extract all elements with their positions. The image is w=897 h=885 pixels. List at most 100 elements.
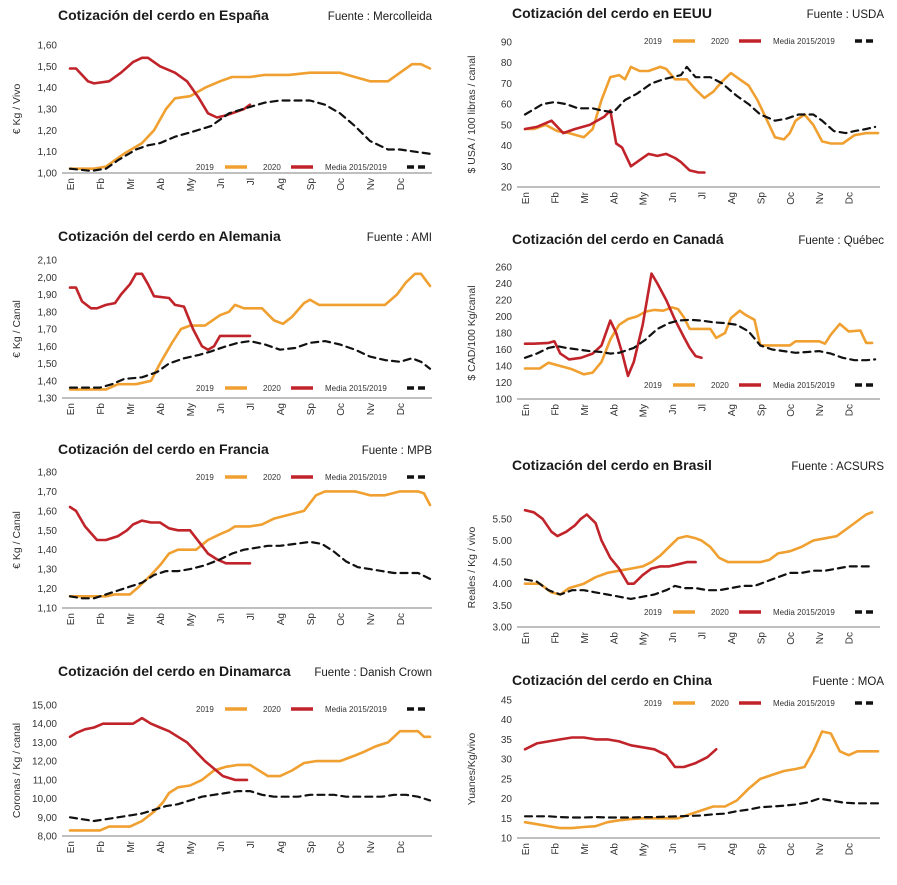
x-tick-label: Jn [216, 178, 227, 189]
y-axis-label: € Kg / Canal [11, 300, 23, 358]
x-tick-label: Nv [366, 403, 377, 415]
y-tick-label: 9,00 [38, 813, 58, 824]
y-tick-label: 160 [495, 345, 512, 356]
x-tick-label: Sp [306, 178, 317, 191]
x-tick-label: Jl [698, 192, 709, 199]
y-tick-label: 45 [501, 696, 513, 707]
series-line-y2019 [68, 729, 432, 832]
x-tick-label: Ab [156, 403, 167, 416]
x-tick-label: En [66, 613, 77, 625]
chart-panel: Cotización del cerdo en Alemania Fuente :… [11, 228, 432, 416]
legend-label: 2019 [196, 163, 214, 172]
x-tick-label: My [639, 843, 650, 856]
series-line-y2019 [523, 510, 874, 596]
y-tick-label: 1,80 [38, 468, 58, 479]
legend-label: Media 2015/2019 [325, 163, 387, 172]
y-tick-label: 30 [501, 755, 513, 766]
y-tick-label: 14,00 [32, 719, 57, 730]
x-tick-label: Ag [727, 843, 738, 855]
legend-label: 2020 [711, 699, 729, 708]
y-tick-label: 2,00 [38, 273, 58, 284]
x-tick-label: My [186, 841, 197, 854]
y-tick-label: 1,20 [38, 584, 58, 595]
series-line-y2019 [68, 272, 432, 391]
chart-source: Fuente : Danish Crown [314, 667, 432, 679]
x-tick-label: Oc [336, 178, 347, 191]
x-tick-label: Jl [246, 178, 257, 185]
series-line-media [68, 99, 432, 172]
y-tick-label: 4.00 [493, 579, 513, 590]
x-tick-label: My [639, 404, 650, 417]
y-tick-label: 100 [495, 395, 512, 406]
x-tick-label: Fb [550, 192, 561, 204]
x-tick-label: Jn [668, 632, 679, 643]
y-tick-label: 1,20 [38, 126, 58, 137]
x-tick-label: Fb [96, 613, 107, 625]
legend-label: 2019 [644, 381, 662, 390]
chart-title: Cotización del cerdo en España [58, 7, 269, 23]
chart-panel: Cotización del cerdo en España Fuente : M… [11, 7, 433, 191]
y-tick-label: 1,80 [38, 307, 58, 318]
x-tick-label: Nv [366, 178, 377, 190]
series-line-y2020 [68, 56, 252, 119]
x-tick-label: Mr [580, 631, 591, 643]
x-tick-label: Mr [580, 191, 591, 203]
y-axis-label: € Kg / Vivo [11, 84, 23, 135]
x-tick-label: Mr [126, 402, 137, 414]
y-tick-label: 1,10 [38, 604, 58, 615]
chart-panel: Cotización del cerdo en Brasil Fuente : A… [466, 457, 884, 645]
chart-source: Fuente : Mercolleida [328, 11, 433, 23]
x-tick-label: Ag [276, 178, 287, 190]
chart-panel: Cotización del cerdo en Francia Fuente : … [11, 441, 432, 626]
y-tick-label: 1,50 [38, 526, 58, 537]
legend-label: Media 2015/2019 [773, 37, 835, 46]
series-line-y2020 [68, 716, 249, 782]
series-line-media [523, 565, 874, 601]
series-line-y2019 [523, 730, 880, 830]
y-tick-label: 1,40 [38, 545, 58, 556]
y-tick-label: 1,50 [38, 359, 58, 370]
series-line-y2019 [523, 306, 874, 376]
chart-title: Cotización del cerdo en Canadá [512, 231, 724, 247]
y-tick-label: 12,00 [32, 757, 57, 768]
y-tick-label: 80 [501, 58, 513, 69]
y-axis-label: Reales / Kg / vivo [466, 526, 478, 608]
x-tick-label: My [639, 192, 650, 205]
x-tick-label: Ag [276, 841, 287, 853]
y-tick-label: 1,60 [38, 342, 58, 353]
series-line-media [68, 540, 432, 600]
y-tick-label: 1,60 [38, 41, 58, 52]
y-tick-label: 1,60 [38, 506, 58, 517]
y-tick-label: 140 [495, 362, 512, 373]
legend-label: 2020 [263, 473, 281, 482]
chart-title: Cotización del cerdo en Brasil [512, 457, 712, 473]
x-tick-label: En [521, 192, 532, 204]
y-axis-label: Yuanes/Kg/vivo [466, 733, 478, 806]
y-tick-label: 10,00 [32, 794, 57, 805]
chart-source: Fuente : AMI [367, 232, 432, 244]
x-tick-label: Sp [756, 404, 767, 417]
x-tick-label: Dc [396, 841, 407, 853]
series-line-media [68, 340, 432, 389]
y-tick-label: 1,30 [38, 565, 58, 576]
x-tick-label: Oc [336, 403, 347, 416]
series-line-y2020 [523, 272, 703, 378]
series-line-y2019 [68, 490, 432, 598]
x-tick-label: Nv [815, 404, 826, 416]
legend-label: 2019 [644, 699, 662, 708]
x-tick-label: Sp [756, 632, 767, 645]
y-axis-label: Coronas / Kg / canal [11, 723, 23, 818]
x-tick-label: Jn [668, 843, 679, 854]
y-tick-label: 50 [501, 120, 513, 131]
y-tick-label: 1,50 [38, 62, 58, 73]
legend-label: 2019 [196, 384, 214, 393]
legend-label: Media 2015/2019 [773, 699, 835, 708]
x-tick-label: Oc [336, 841, 347, 854]
x-tick-label: Jl [246, 841, 257, 848]
series-line-media [68, 789, 432, 823]
x-tick-label: Jl [246, 403, 257, 410]
y-axis-label: $ CAD/100 Kg/canal [466, 285, 478, 380]
x-tick-label: Ab [609, 192, 620, 205]
x-tick-label: En [66, 841, 77, 853]
